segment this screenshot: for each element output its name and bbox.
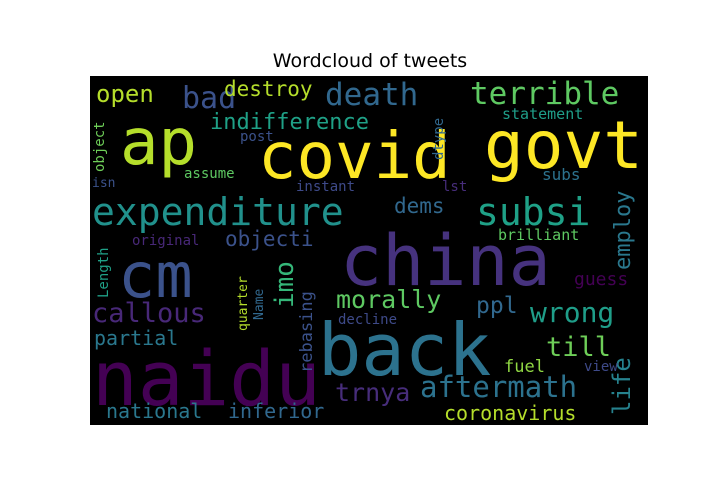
word-death: death [325, 77, 418, 113]
word-decline: decline [338, 312, 397, 328]
word-terrible: terrible [470, 76, 619, 112]
word-china: china [340, 220, 551, 302]
word-back: back [318, 308, 491, 392]
wordcloud-background [90, 76, 648, 425]
word-objecti: objecti [225, 227, 314, 251]
word-national: national [106, 399, 202, 423]
word-view: view [584, 359, 618, 375]
word-wrong: wrong [530, 296, 614, 329]
word-naidu: naidu [92, 334, 321, 423]
chart-title: Wordcloud of tweets [272, 50, 468, 72]
word-partial: partial [94, 326, 178, 350]
word-expenditure: expenditure [92, 190, 344, 234]
word-life: life [608, 357, 636, 415]
word-coronavirus: coronavirus [444, 401, 576, 425]
word-rebasing: rebasing [297, 291, 317, 373]
word-original: original [132, 233, 199, 249]
word-aftermath: aftermath [420, 370, 577, 404]
word-post: post [240, 129, 274, 145]
word-length: Length [96, 247, 112, 298]
word-dems: dems [394, 194, 445, 218]
word-isn: isn [92, 176, 115, 191]
word-open: open [96, 80, 154, 108]
word-till: till [546, 332, 611, 363]
word-subs: subs [542, 165, 581, 184]
word-govt: govt [484, 107, 643, 184]
word-lst: lst [442, 179, 467, 195]
word-ap: ap [120, 106, 197, 180]
word-subsi: subsi [476, 190, 590, 234]
word-cm: cm [118, 239, 193, 312]
word-dtype: dtype [431, 118, 447, 160]
word-ppl: ppl [476, 293, 518, 319]
word-guess: guess [574, 269, 628, 290]
word-morally: morally [336, 285, 441, 314]
word-destroy: destroy [224, 77, 313, 101]
word-imo: imo [270, 261, 300, 308]
word-assume: assume [184, 166, 235, 182]
word-callous: callous [92, 298, 206, 329]
word-object: object [92, 121, 108, 172]
word-instant: instant [296, 179, 355, 195]
word-name: Name [252, 289, 267, 320]
word-fuel: fuel [504, 357, 545, 377]
word-employ: employ [611, 191, 636, 270]
word-brilliant: brilliant [498, 226, 579, 244]
word-inferior: inferior [228, 399, 324, 423]
word-indifference: indifference [210, 110, 369, 135]
word-statement: statement [502, 105, 583, 123]
word-trnya: trnya [335, 378, 410, 407]
word-covid: covid [258, 120, 451, 194]
word-bad: bad [182, 81, 236, 116]
word-quarter: quarter [236, 276, 251, 331]
